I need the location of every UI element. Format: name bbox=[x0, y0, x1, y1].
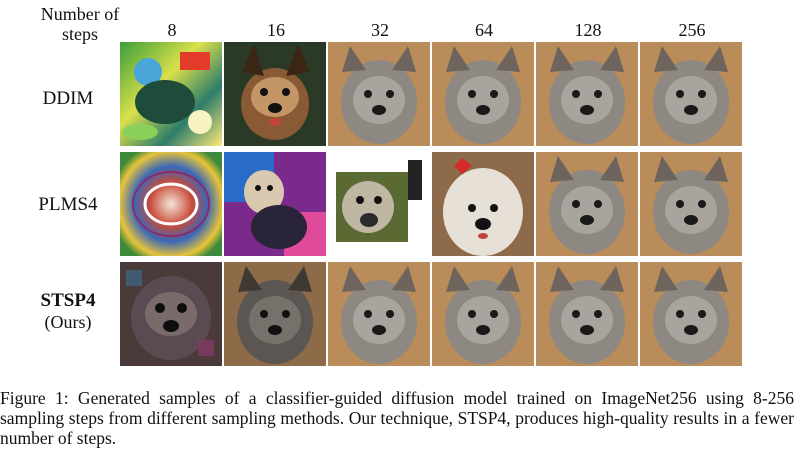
sample-plms4-128 bbox=[536, 152, 638, 256]
row-label-plms4: PLMS4 bbox=[38, 194, 98, 215]
sample-plms4-16 bbox=[224, 152, 326, 256]
sample-ddim-8 bbox=[120, 42, 222, 146]
column-header-8: 8 bbox=[167, 20, 177, 40]
sample-stsp4-128 bbox=[536, 262, 638, 366]
steps-header-label: Number of steps bbox=[40, 4, 120, 44]
sample-ddim-32 bbox=[328, 42, 430, 146]
sample-plms4-8 bbox=[120, 152, 222, 256]
sample-plms4-64 bbox=[432, 152, 534, 256]
sample-ddim-16 bbox=[224, 42, 326, 146]
sample-plms4-32 bbox=[328, 152, 430, 256]
row-label-ddim: DDIM bbox=[42, 88, 94, 109]
sample-stsp4-64 bbox=[432, 262, 534, 366]
figure-caption: Figure 1: Generated samples of a classif… bbox=[0, 388, 794, 448]
sample-ddim-256 bbox=[640, 42, 742, 146]
column-header-256: 256 bbox=[678, 20, 706, 40]
column-header-128: 128 bbox=[574, 20, 602, 40]
sample-stsp4-8 bbox=[120, 262, 222, 366]
column-header-64: 64 bbox=[475, 20, 493, 40]
column-header-16: 16 bbox=[267, 20, 285, 40]
sample-stsp4-16 bbox=[224, 262, 326, 366]
sample-stsp4-256 bbox=[640, 262, 742, 366]
sample-ddim-64 bbox=[432, 42, 534, 146]
sample-ddim-128 bbox=[536, 42, 638, 146]
row-label-stsp4: STSP4 (Ours) bbox=[40, 290, 96, 332]
sample-stsp4-32 bbox=[328, 262, 430, 366]
sample-plms4-256 bbox=[640, 152, 742, 256]
column-header-32: 32 bbox=[371, 20, 389, 40]
